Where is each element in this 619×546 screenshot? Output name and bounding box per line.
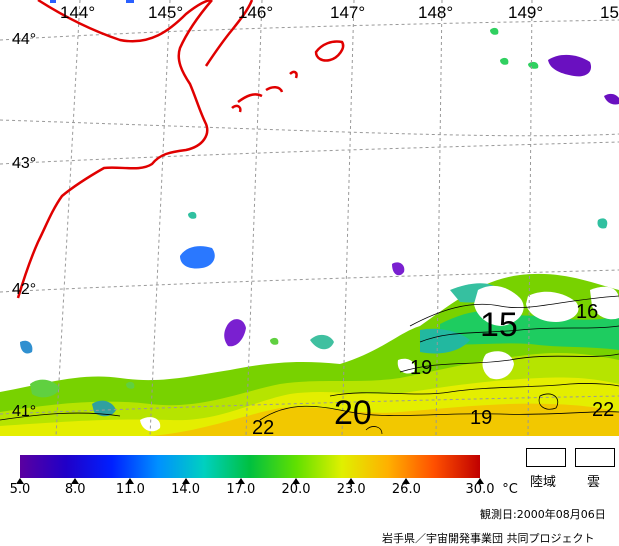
lon-label: 148° <box>418 3 453 22</box>
isotherm-label: 19 <box>470 407 492 429</box>
lon-label: 145° <box>148 3 183 22</box>
lat-label: 44° <box>12 31 36 48</box>
colorbar-tick-label: 5.0 <box>9 482 31 497</box>
lat-label: 41° <box>12 403 36 420</box>
sst-map: 144° 145° 146° 147° 148° 149° 15 44° 43°… <box>0 0 619 436</box>
colorbar-tick-label: 17.0 <box>226 482 256 497</box>
land-legend-label: 陸域 <box>530 475 557 490</box>
isotherm-label: 15 <box>480 306 518 344</box>
lon-label: 144° <box>60 3 95 22</box>
colorbar-tick-label: 11.0 <box>115 482 145 497</box>
coastline <box>16 0 345 299</box>
colorbar-tick-label: 23.0 <box>336 482 366 497</box>
contour-labels: 15 16 19 19 20 22 22 <box>252 301 614 436</box>
colorbar-tick-label: 20.0 <box>281 482 311 497</box>
sst-scattered-patches <box>20 27 619 417</box>
isotherm-label: 22 <box>252 417 274 436</box>
colorbar-tick-label: 8.0 <box>64 482 86 497</box>
cloud-legend-label: 雲 <box>587 475 601 490</box>
lon-label: 15 <box>600 3 619 22</box>
land-legend-swatch <box>526 448 566 467</box>
lon-label: 146° <box>238 3 273 22</box>
colorbar-unit: °C <box>502 482 518 497</box>
lon-label: 147° <box>330 3 365 22</box>
lat-label: 42° <box>12 281 36 298</box>
lon-label: 149° <box>508 3 543 22</box>
sst-field <box>0 273 619 436</box>
isotherm-label: 20 <box>334 394 372 432</box>
isotherm-label: 22 <box>592 399 614 421</box>
credit-line: 岩手県／宇宙開発事業団 共同プロジェクト <box>382 532 595 545</box>
isotherms <box>0 295 619 435</box>
cloud-legend-swatch <box>575 448 615 467</box>
observation-date: 観測日:2000年08月06日 <box>480 508 606 521</box>
graticule <box>0 0 619 436</box>
longitude-labels: 144° 145° 146° 147° 148° 149° 15 <box>60 3 619 22</box>
isotherm-label: 19 <box>410 357 432 379</box>
colorbar-tick-label: 26.0 <box>391 482 421 497</box>
isotherm-label: 16 <box>576 301 598 323</box>
latitude-labels: 44° 43° 42° 41° <box>12 31 36 420</box>
northern-flecks <box>50 0 134 3</box>
cloud-mask <box>140 285 619 432</box>
colorbar-tick-label: 14.0 <box>171 482 201 497</box>
colorbar-tick-label: 30.0 <box>465 482 495 497</box>
temperature-colorbar <box>20 455 480 478</box>
lat-label: 43° <box>12 155 36 172</box>
